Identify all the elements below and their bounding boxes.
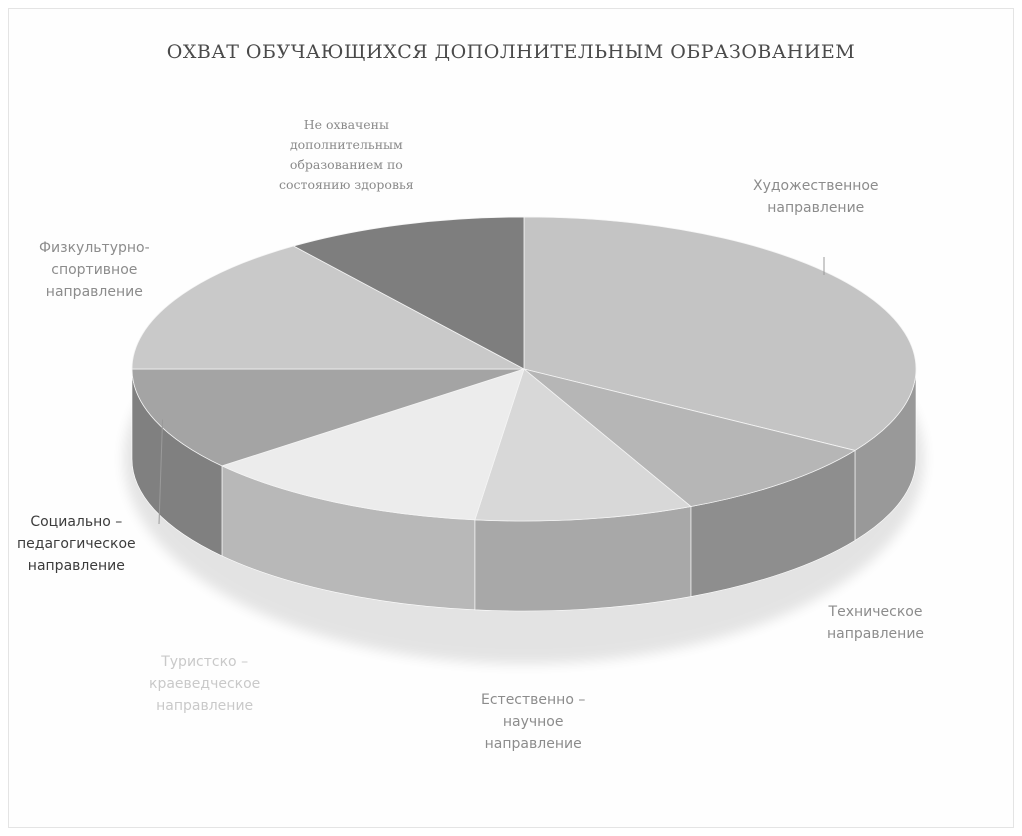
pie-chart — [124, 216, 924, 664]
pie-slice-2 — [474, 368, 692, 522]
pie-slice-1 — [523, 368, 857, 507]
leader-line-4 — [158, 419, 164, 525]
pie-slice-5 — [131, 245, 525, 370]
slice-label-estestvenno: Естественно – научное направление — [481, 692, 586, 752]
slice-label-fizkulturno: Физкультурно- спортивное направление — [39, 240, 150, 300]
pie-slice-4 — [131, 368, 525, 467]
slice-label-khudozhestvennoe: Художественное направление — [753, 178, 879, 216]
pie-slice-3 — [220, 368, 525, 521]
slice-label-tekhnicheskoe: Техническое направление — [827, 604, 925, 642]
chart-frame: ОХВАТ ОБУЧАЮЩИХСЯ ДОПОЛНИТЕЛЬНЫМ ОБРАЗОВ… — [8, 8, 1014, 828]
slice-label-ne-okhvacheny: Не охвачены дополнительным образованием … — [279, 117, 414, 192]
slice-label-sotsialno: Социально – педагогическое направление — [17, 514, 136, 574]
slice-label-turistsko: Туристско – краеведческое направление — [149, 654, 261, 714]
chart-title: ОХВАТ ОБУЧАЮЩИХСЯ ДОПОЛНИТЕЛЬНЫМ ОБРАЗОВ… — [166, 41, 856, 63]
pie-slice-6 — [292, 216, 525, 370]
pie-slice-0 — [523, 216, 917, 451]
pie-side-2 — [474, 506, 692, 612]
